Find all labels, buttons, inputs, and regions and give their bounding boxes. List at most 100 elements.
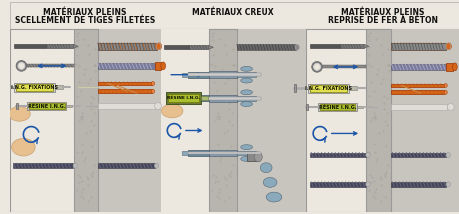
Bar (349, 86, 357, 90)
Ellipse shape (9, 107, 30, 121)
Bar (365, 29, 391, 212)
Bar (16, 103, 17, 109)
Bar (391, 153, 445, 158)
Bar (209, 150, 236, 156)
Bar (309, 85, 347, 92)
Ellipse shape (452, 63, 456, 71)
Bar (98, 89, 151, 93)
Polygon shape (73, 44, 78, 48)
Bar (164, 45, 188, 49)
Bar (14, 44, 46, 48)
Bar (98, 163, 154, 168)
Bar (308, 83, 349, 93)
Ellipse shape (266, 192, 281, 202)
Bar (166, 92, 200, 104)
Ellipse shape (443, 83, 446, 88)
Ellipse shape (240, 156, 252, 161)
Circle shape (312, 62, 321, 72)
Text: MATÉRIAUX PLEINS: MATÉRIAUX PLEINS (43, 8, 127, 17)
Ellipse shape (151, 82, 154, 85)
Ellipse shape (154, 163, 158, 168)
Bar (309, 153, 365, 158)
Ellipse shape (161, 62, 165, 70)
Bar (236, 72, 256, 77)
Bar (10, 29, 161, 212)
Bar (27, 102, 66, 110)
Bar (46, 44, 73, 48)
Bar (391, 43, 445, 50)
Bar (391, 64, 445, 70)
Bar (188, 45, 208, 49)
Ellipse shape (240, 145, 252, 150)
Bar (182, 96, 187, 100)
Bar (66, 105, 72, 107)
Bar (209, 29, 236, 212)
Bar (98, 43, 156, 50)
Bar (182, 73, 187, 77)
Bar (391, 43, 445, 50)
Bar (161, 29, 209, 212)
Text: I.N.G. FIXATIONS: I.N.G. FIXATIONS (11, 85, 57, 90)
Ellipse shape (254, 152, 262, 162)
Ellipse shape (11, 138, 35, 156)
Bar (0, 83, 1, 91)
Text: SCELLEMENT DE TIGES FILETÉES: SCELLEMENT DE TIGES FILETÉES (15, 16, 155, 25)
Ellipse shape (260, 163, 271, 172)
Ellipse shape (154, 103, 161, 109)
Bar (339, 44, 363, 48)
Bar (306, 104, 308, 110)
Bar (391, 29, 459, 212)
Bar (98, 103, 154, 109)
Ellipse shape (73, 163, 77, 168)
Bar (98, 29, 161, 212)
Bar (357, 106, 362, 108)
Circle shape (314, 64, 319, 69)
Text: RÉSINE I.N.G.: RÉSINE I.N.G. (28, 104, 66, 108)
Bar (12, 163, 73, 168)
Bar (293, 85, 295, 92)
Text: RÉSINE I.N.G.: RÉSINE I.N.G. (318, 104, 356, 110)
Bar (98, 63, 154, 69)
Ellipse shape (445, 182, 449, 187)
Bar (236, 44, 295, 50)
Ellipse shape (443, 90, 446, 94)
Text: RÉSINE I.N.G.: RÉSINE I.N.G. (167, 96, 200, 100)
Bar (187, 72, 209, 78)
Bar (98, 43, 156, 50)
Text: REPRISE DE FER À BÉTON: REPRISE DE FER À BÉTON (327, 16, 437, 25)
Bar (246, 153, 258, 161)
Ellipse shape (295, 44, 299, 50)
Ellipse shape (151, 89, 154, 93)
Ellipse shape (240, 90, 252, 95)
Bar (154, 62, 161, 70)
Ellipse shape (446, 104, 453, 110)
Bar (209, 95, 236, 102)
Ellipse shape (156, 43, 161, 50)
Bar (391, 104, 446, 110)
Ellipse shape (445, 43, 450, 50)
Circle shape (17, 61, 26, 71)
Bar (55, 85, 62, 89)
Ellipse shape (156, 43, 161, 50)
Bar (445, 63, 452, 71)
Circle shape (19, 63, 24, 68)
Bar (182, 151, 187, 155)
Bar (26, 64, 74, 67)
Polygon shape (208, 45, 213, 49)
Text: MATÉRIAUX PLEINS: MATÉRIAUX PLEINS (340, 8, 424, 17)
Ellipse shape (445, 153, 449, 158)
Bar (209, 71, 236, 78)
Bar (317, 103, 357, 111)
Text: MATÉRIAUX CREUX: MATÉRIAUX CREUX (192, 8, 273, 17)
Bar (306, 29, 459, 212)
Text: I.N.G. FIXATIONS: I.N.G. FIXATIONS (305, 86, 352, 91)
Bar (236, 96, 256, 101)
Bar (309, 44, 339, 48)
Bar (168, 94, 198, 102)
Bar (14, 83, 55, 92)
Bar (161, 29, 306, 212)
Bar (236, 29, 306, 212)
Bar (98, 82, 151, 85)
Ellipse shape (365, 182, 369, 187)
Ellipse shape (365, 153, 369, 158)
